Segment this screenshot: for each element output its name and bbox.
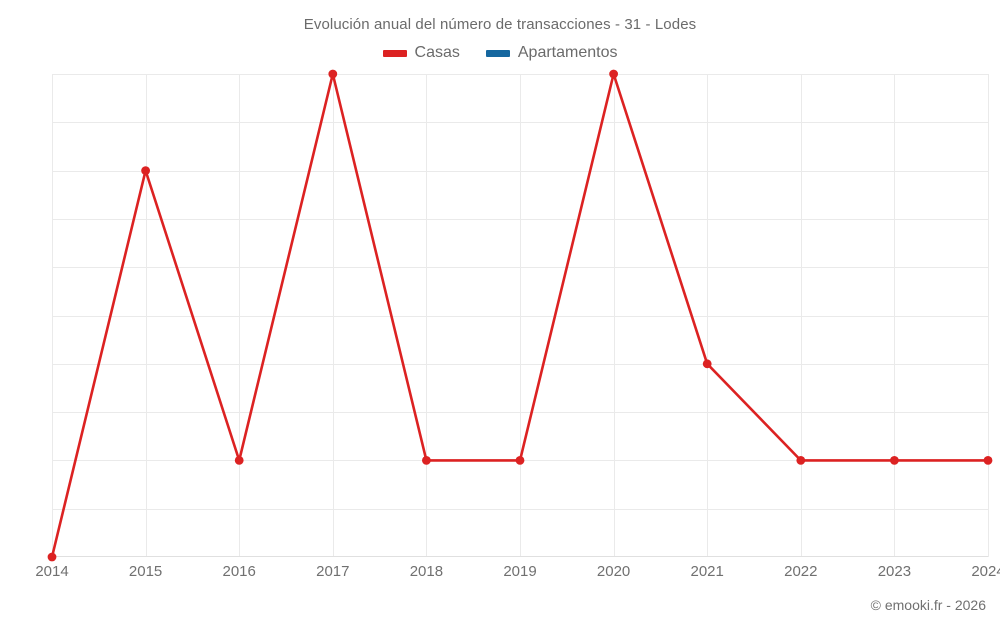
chart-credit: © emooki.fr - 2026 [870,597,986,613]
x-tick-label: 2019 [503,563,537,580]
legend-item-casas[interactable]: Casas [382,44,460,62]
x-tick-label: 2016 [222,563,256,580]
legend-swatch-apartamentos [485,49,510,57]
legend-swatch-casas [382,49,407,57]
x-tick-label: 2014 [35,563,69,580]
data-point[interactable] [234,456,244,465]
x-tick-label: 2022 [784,563,818,580]
data-point[interactable] [515,456,525,465]
data-point[interactable] [702,359,712,369]
grid-line-vertical [800,74,802,557]
data-point[interactable] [422,456,431,465]
legend-item-apartamentos[interactable]: Apartamentos [485,44,618,62]
chart-title: Evolución anual del número de transaccio… [303,16,697,33]
data-point[interactable] [609,69,618,79]
series-layer [47,69,993,562]
data-point[interactable] [983,456,993,465]
x-tick-label: 2024 [971,563,1000,580]
grid-line-vertical [613,74,615,557]
x-axis-line [52,556,988,557]
data-point[interactable] [141,166,150,175]
chart-legend: Casas Apartamentos [0,44,1000,62]
grid-line-vertical [988,74,989,557]
grid-line-vertical [332,74,334,557]
plot-area [47,69,993,562]
data-point[interactable] [890,456,899,465]
grid-line-vertical [707,74,709,557]
x-axis-ticks: 2014 2015 2016 2017 2018 2019 2020 2021 2022 2023… [35,563,1000,589]
data-point[interactable] [328,69,338,79]
x-tick-label: 2017 [316,563,350,580]
data-point[interactable] [47,552,57,562]
x-tick-label: 2023 [877,563,912,580]
grid-line-vertical [426,74,428,557]
legend-label-casas: Casas [414,44,460,61]
x-tick-label: 2021 [690,563,724,580]
legend-label-apartamentos: Apartamentos [517,44,618,61]
series-line-casas [50,72,990,559]
x-tick-label: 2015 [128,563,163,580]
grid-line-vertical [520,74,521,557]
x-tick-label: 2020 [596,563,631,580]
grid-line-vertical [239,74,241,557]
data-point[interactable] [796,456,806,465]
grid-line-vertical [894,74,896,557]
grid-line-vertical [145,74,147,557]
x-tick-label: 2018 [409,563,444,580]
grid-line-vertical [52,74,53,557]
